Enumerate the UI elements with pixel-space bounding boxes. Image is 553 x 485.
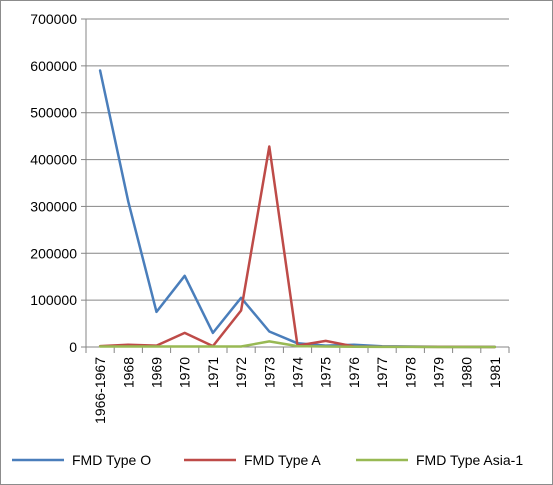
x-tick-label: 1981	[487, 357, 503, 388]
legend-label: FMD Type A	[244, 452, 321, 468]
legend: FMD Type O FMD Type A FMD Type Asia-1	[12, 452, 523, 468]
y-tick-label: 400000	[30, 152, 77, 168]
series-line-2	[98, 145, 497, 349]
x-tick-label: 1966-1967	[92, 357, 108, 424]
x-tick-label: 1971	[205, 357, 221, 388]
x-tick-label: 1968	[120, 357, 136, 388]
series-line-3	[98, 340, 497, 349]
y-tick-label: 500000	[30, 105, 77, 121]
y-tick-label: 200000	[30, 245, 77, 261]
y-axis: 0 100000 200000 300000 400000 500000 600000 700…	[30, 11, 87, 355]
y-tick-label: 0	[69, 339, 77, 355]
x-tick-label: 1973	[261, 357, 277, 388]
x-tick-label: 1974	[290, 357, 306, 388]
series-lines	[98, 69, 497, 349]
y-tick-label: 100000	[30, 292, 77, 308]
legend-label: FMD Type Asia-1	[416, 452, 523, 468]
y-tick-label: 300000	[30, 198, 77, 214]
y-tick-label: 700000	[30, 11, 77, 27]
x-tick-label: 1970	[177, 357, 193, 388]
legend-label: FMD Type O	[72, 452, 151, 468]
x-tick-label: 1972	[233, 357, 249, 388]
gridlines	[86, 18, 509, 301]
x-tick-label: 1969	[149, 357, 165, 388]
x-tick-label: 1980	[459, 357, 475, 388]
x-tick-label: 1975	[318, 357, 334, 388]
x-tick-label: 1979	[431, 357, 447, 388]
y-tick-label: 600000	[30, 58, 77, 74]
x-tick-label: 1976	[346, 357, 362, 388]
x-tick-label: 1977	[374, 357, 390, 388]
x-tick-label: 1978	[402, 357, 418, 388]
series-line-1	[98, 69, 497, 349]
x-axis: 1966-1967 1968 1969 1970 1971 1972 1973 1974 197…	[85, 346, 510, 424]
